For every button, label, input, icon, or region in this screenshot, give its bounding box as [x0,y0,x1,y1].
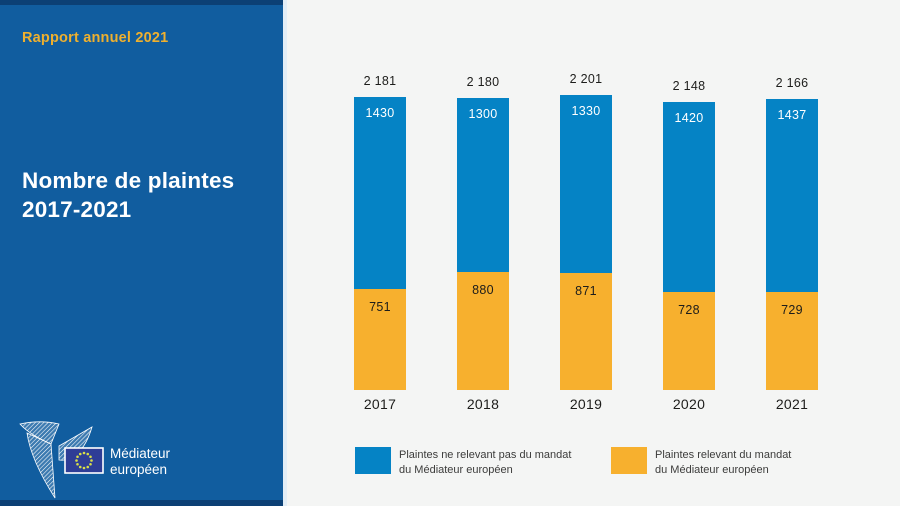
bar-value-yellow: 880 [472,283,494,297]
bar-group-2018: 2 180 1300 880 2018 [457,0,509,506]
bar-segment-yellow: 728 [663,292,715,390]
dove-and-flag-icon [19,421,104,499]
eu-flag-icon [64,447,104,474]
x-axis-label-2019: 2019 [569,396,603,412]
bar-segment-blue: 1300 [457,98,509,272]
legend-swatch-blue [355,447,391,474]
bar-segment-blue: 1330 [560,95,612,273]
bar-value-yellow: 871 [575,284,597,298]
legend-label-blue: Plaintes ne relevant pas du mandat du Mé… [399,448,619,478]
bar-value-blue: 1430 [365,106,395,120]
page-title-line1: Nombre de plaintes [22,168,235,193]
bar-total-label: 2 180 [466,75,500,89]
bar-total-label: 2 166 [775,76,809,90]
legend-label-blue-line2: du Médiateur européen [399,464,513,476]
bar-segment-blue: 1437 [766,99,818,292]
x-axis-label-2018: 2018 [466,396,500,412]
bar-group-2020: 2 148 1420 728 2020 [663,0,715,506]
bar-value-blue: 1330 [571,104,601,118]
sidebar-bottom-edge [0,500,283,506]
bar-value-yellow: 728 [678,303,700,317]
bar-total-label: 2 201 [569,72,603,86]
bar-value-blue: 1437 [777,108,807,122]
legend-label-yellow: Plaintes relevant du mandat du Médiateur… [655,448,875,478]
bar-group-2019: 2 201 1330 871 2019 [560,0,612,506]
page-title: Nombre de plaintes 2017-2021 [22,166,234,224]
ombudsman-logo-icon [14,418,114,503]
bar-value-blue: 1420 [674,111,704,125]
sidebar-top-edge [0,0,283,5]
legend-label-blue-line1: Plaintes ne relevant pas du mandat [399,449,572,461]
bar-value-yellow: 751 [369,300,391,314]
legend-swatch-yellow [611,447,647,474]
bar-segment-blue: 1430 [354,97,406,289]
logo-text-line2: européen [110,462,168,477]
chart-area: 2 181 1430 751 2017 2 180 1300 880 2018 2 201 133… [287,0,900,506]
x-axis-label-2017: 2017 [363,396,397,412]
bar-value-blue: 1300 [468,107,498,121]
bar-segment-yellow: 751 [354,289,406,390]
legend-label-yellow-line2: du Médiateur européen [655,464,769,476]
bar-value-yellow: 729 [781,303,803,317]
bar-segment-blue: 1420 [663,102,715,292]
bar-total-label: 2 181 [363,74,397,88]
x-axis-label-2020: 2020 [672,396,706,412]
bar-total-label: 2 148 [672,79,706,93]
bar-group-2017: 2 181 1430 751 2017 [354,0,406,506]
sidebar: Rapport annuel 2021 Nombre de plaintes 2… [0,0,283,506]
report-label: Rapport annuel 2021 [22,30,169,46]
page-title-line2: 2017-2021 [22,197,132,222]
bar-segment-yellow: 880 [457,272,509,390]
logo-text-line1: Médiateur [110,446,171,461]
legend-label-yellow-line1: Plaintes relevant du mandat [655,449,792,461]
x-axis-label-2021: 2021 [775,396,809,412]
bar-segment-yellow: 729 [766,292,818,390]
bar-segment-yellow: 871 [560,273,612,390]
sidebar-divider [283,0,287,506]
bar-group-2021: 2 166 1437 729 2021 [766,0,818,506]
logo-text: Médiateur européen [110,446,170,478]
